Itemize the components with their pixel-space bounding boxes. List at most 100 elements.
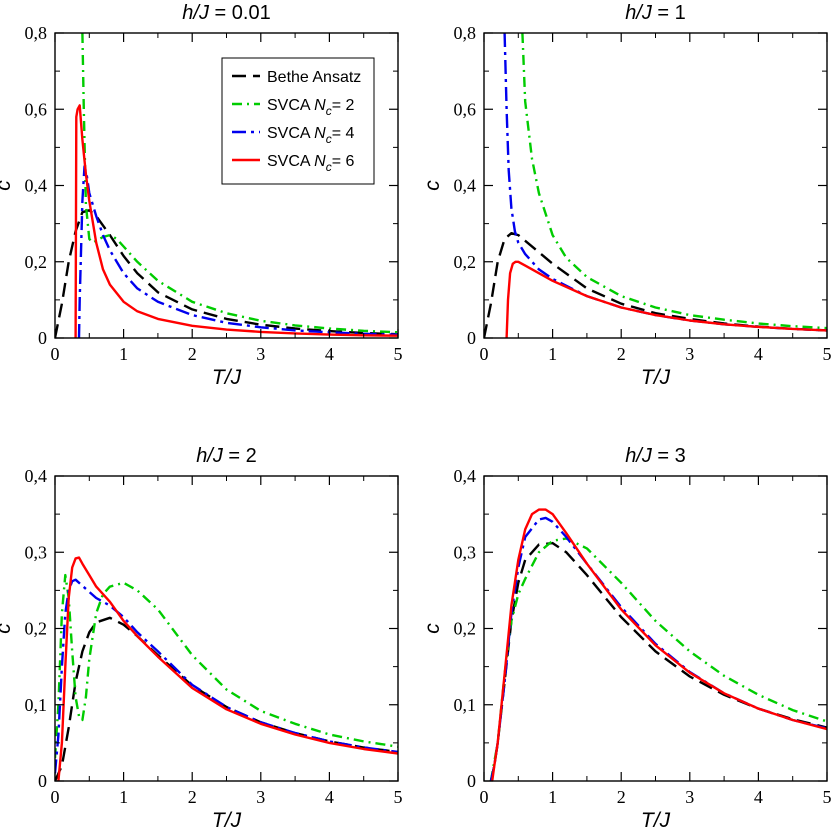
x-tick-label: 4 — [754, 344, 763, 364]
series-line-bethe-ansatz — [489, 541, 827, 781]
legend-label: SVCA Nc= 4 — [267, 125, 354, 146]
series-line-svca-nc-6 — [491, 508, 827, 781]
series-group — [55, 556, 398, 781]
panel-title: h/J = 2 — [196, 445, 257, 467]
legend-label-part: c — [326, 104, 332, 118]
y-axis-label: c — [0, 623, 15, 634]
y-tick-label: 0,3 — [25, 542, 48, 562]
y-tick-label: 0 — [38, 328, 47, 348]
plot-frame — [483, 32, 828, 339]
x-axis-label: T/J — [212, 366, 242, 389]
x-tick-label: 2 — [188, 787, 197, 807]
chart-panel-2: 0 1 2 3 4 5 0 0,2 0,4 0,6 0,8 h/J = 1 T/J c — [421, 2, 831, 389]
panel-title: h/J = 3 — [625, 445, 686, 467]
y-tick-label: 0,4 — [25, 466, 48, 486]
y-tick-label: 0,2 — [454, 252, 477, 272]
series-line-svca-nc-2 — [81, 33, 398, 334]
series-line-svca-nc-6 — [505, 260, 827, 338]
y-tick-label: 0,6 — [25, 99, 48, 119]
x-tick-label: 1 — [119, 344, 128, 364]
x-axis-label: T/J — [212, 809, 242, 830]
series-line-bethe-ansatz — [484, 232, 827, 338]
legend-label-part: = 6 — [332, 153, 355, 170]
legend-label: Bethe Ansatz — [267, 69, 361, 86]
legend-label-part: N — [314, 125, 326, 142]
plot-frame — [483, 475, 828, 782]
y-axis-label: c — [421, 623, 444, 634]
legend-label: SVCA Nc= 2 — [267, 97, 354, 118]
x-tick-label: 0 — [51, 344, 60, 364]
plot-frame — [54, 475, 399, 782]
series-line-bethe-ansatz — [55, 616, 398, 781]
panel-title: h/J = 1 — [625, 2, 686, 24]
x-tick-label: 3 — [685, 787, 694, 807]
panel-title-ratio: h/J — [625, 445, 653, 467]
chart-panel-1: 0 1 2 3 4 5 0 0,2 0,4 0,6 0,8 h/J = 0.01 T/J c Bethe A… — [0, 2, 403, 389]
y-tick-label: 0 — [38, 771, 47, 791]
y-tick-label: 0,1 — [454, 695, 477, 715]
series-line-svca-nc-6 — [57, 556, 398, 781]
legend-label-part: N — [314, 97, 326, 114]
x-tick-label: 1 — [548, 787, 557, 807]
x-tick-label: 1 — [119, 787, 128, 807]
y-tick-label: 0,3 — [454, 542, 477, 562]
x-tick-label: 3 — [256, 787, 265, 807]
x-tick-label: 3 — [685, 344, 694, 364]
y-tick-label: 0,1 — [25, 695, 48, 715]
x-tick-label: 5 — [394, 787, 403, 807]
y-tick-label: 0 — [467, 328, 476, 348]
y-tick-label: 0,4 — [25, 176, 48, 196]
y-tick-label: 0,2 — [25, 252, 48, 272]
y-tick-label: 0,2 — [25, 619, 48, 639]
x-tick-label: 5 — [823, 787, 831, 807]
y-axis-label: c — [0, 180, 15, 191]
y-tick-label: 0,2 — [454, 619, 477, 639]
legend-label-part: = 4 — [332, 125, 355, 142]
y-tick-label: 0,4 — [454, 176, 477, 196]
chart-panel-4: 0 1 2 3 4 5 0 0,1 0,2 0,3 0,4 h/J = 3 T/J c — [421, 445, 831, 830]
legend-label-part: Bethe Ansatz — [267, 69, 361, 86]
x-axis-label: T/J — [641, 366, 671, 389]
series-line-svca-nc-4 — [55, 578, 398, 774]
legend-label-part: SVCA — [267, 125, 314, 142]
legend-box — [221, 57, 375, 185]
legend-label-part: = 2 — [332, 97, 355, 114]
legend-label-part: c — [326, 160, 332, 174]
x-tick-label: 3 — [256, 344, 265, 364]
legend-label: SVCA Nc= 6 — [267, 153, 354, 174]
legend-label-part: N — [314, 153, 326, 170]
series-line-svca-nc-2 — [489, 537, 827, 781]
series-group — [484, 33, 827, 338]
panel-title-ratio: h/J — [196, 445, 224, 467]
series-line-svca-nc-4 — [77, 165, 398, 338]
panel-title-value: = 2 — [223, 445, 257, 467]
series-group — [489, 508, 827, 781]
panel-title-value: = 0.01 — [209, 2, 271, 24]
x-tick-label: 0 — [480, 787, 489, 807]
y-tick-label: 0,4 — [454, 466, 477, 486]
x-tick-label: 2 — [617, 344, 626, 364]
x-tick-label: 0 — [480, 344, 489, 364]
series-line-svca-nc-2 — [521, 33, 827, 330]
legend-label-part: SVCA — [267, 97, 314, 114]
x-tick-label: 5 — [394, 344, 403, 364]
series-group — [55, 33, 398, 338]
x-tick-label: 4 — [754, 787, 763, 807]
y-tick-label: 0,6 — [454, 99, 477, 119]
panel-title-value: = 1 — [652, 2, 686, 24]
x-tick-label: 2 — [617, 787, 626, 807]
y-tick-label: 0,8 — [25, 23, 48, 43]
x-axis-label: T/J — [641, 809, 671, 830]
panel-title-value: = 3 — [652, 445, 686, 467]
panel-title-ratio: h/J — [182, 2, 210, 24]
y-tick-label: 0 — [467, 771, 476, 791]
legend-label-part: SVCA — [267, 153, 314, 170]
x-tick-label: 0 — [51, 787, 60, 807]
y-axis-label: c — [421, 180, 444, 191]
x-tick-label: 2 — [188, 344, 197, 364]
y-tick-label: 0,8 — [454, 23, 477, 43]
x-tick-label: 4 — [325, 787, 334, 807]
legend-label-part: c — [326, 132, 332, 146]
